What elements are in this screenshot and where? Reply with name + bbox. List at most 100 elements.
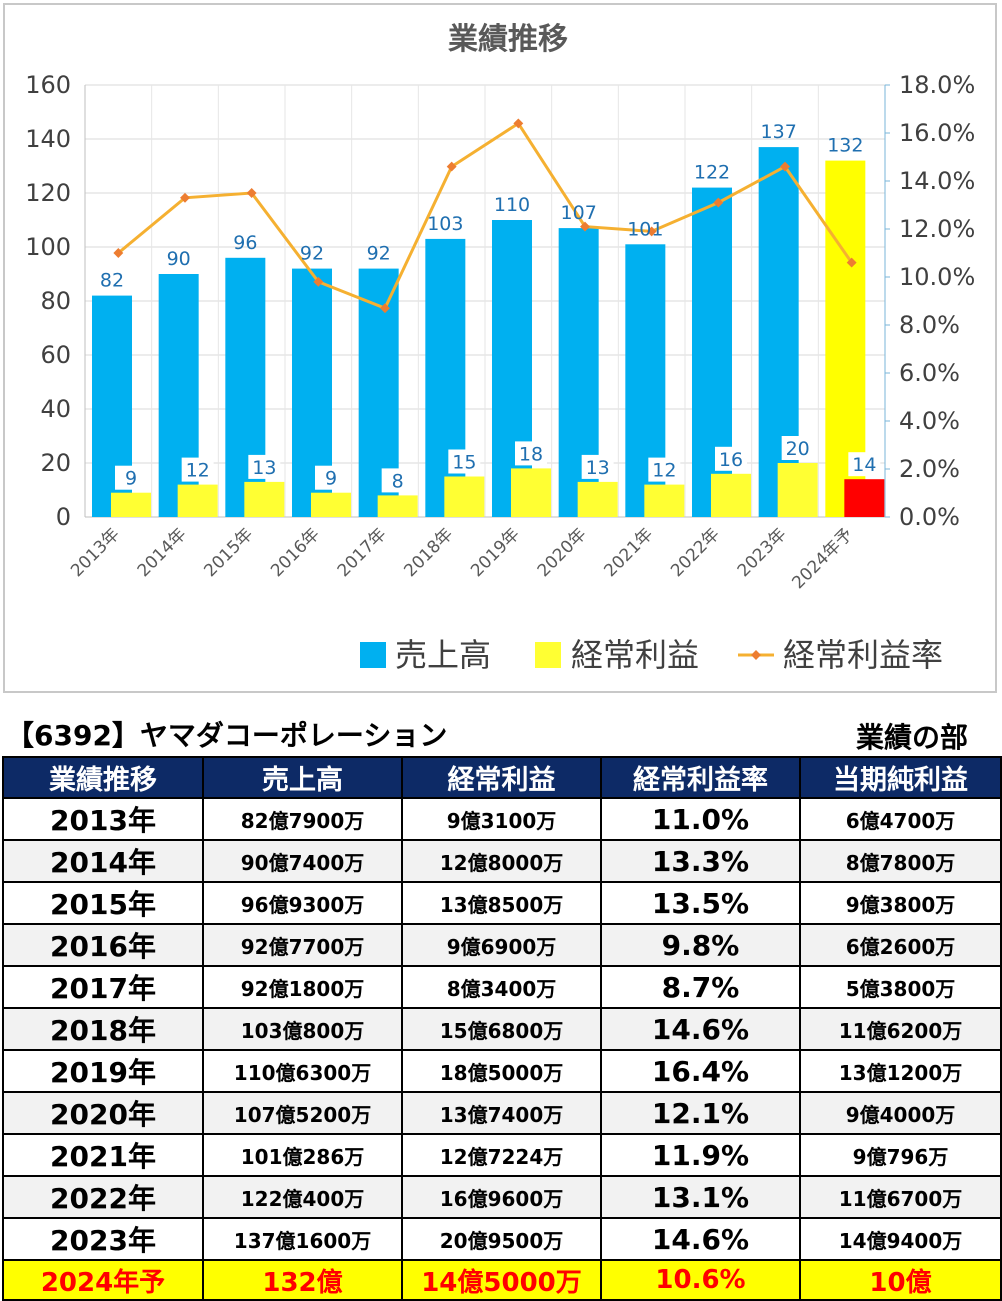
- sales-data-label: 132: [827, 135, 863, 157]
- profit-data-label: 18: [519, 443, 543, 465]
- sales-data-label: 103: [427, 213, 463, 235]
- table-row: 2015年 96億9300万 13億8500万 13.5% 9億3800万: [2, 881, 1002, 925]
- chart-title: 業績推移: [448, 22, 568, 57]
- table-cell: 8.7%: [600, 965, 801, 1009]
- table-cell: 12.1%: [600, 1091, 801, 1135]
- table-cell: 110億6300万: [202, 1049, 403, 1093]
- sales-bar: [425, 238, 466, 517]
- profit-label-bg: [248, 454, 281, 479]
- legend-swatch-profit: [535, 642, 561, 668]
- x-tick-label: 2021年: [600, 524, 657, 581]
- table-cell: 13億1200万: [799, 1049, 1002, 1093]
- table-cell: 11.0%: [600, 797, 801, 841]
- table-cell: 5億3800万: [799, 965, 1002, 1009]
- sales-data-label: 82: [100, 270, 124, 292]
- legend-label-sales: 売上高: [395, 636, 491, 674]
- legend-label-ratio: 経常利益率: [783, 636, 943, 674]
- header-cell: 経常利益: [401, 756, 602, 799]
- profit-bar: [711, 473, 751, 517]
- ratio-point: [113, 248, 124, 258]
- forecast-cell: 132億: [202, 1259, 403, 1301]
- table-cell: 6億4700万: [799, 797, 1002, 841]
- sales-bar: [492, 220, 532, 517]
- table-cell: 11.9%: [600, 1133, 801, 1177]
- ratio-point: [646, 226, 657, 237]
- table-cell: 9億3100万: [401, 797, 602, 841]
- table-cell: 2019年: [2, 1049, 204, 1093]
- table-cell: 13.3%: [600, 839, 801, 883]
- profit-bar: [244, 481, 285, 517]
- table-cell: 8億3400万: [401, 965, 602, 1009]
- table-cell: 2017年: [2, 965, 204, 1009]
- table-cell: 16億9600万: [401, 1175, 602, 1219]
- y-left-tick-label: 20: [40, 449, 71, 477]
- sales-bar: [758, 147, 799, 517]
- table-cell: 12億8000万: [401, 839, 602, 883]
- profit-data-label: 15: [452, 452, 476, 474]
- ratio-point: [380, 303, 390, 314]
- profit-bar: [377, 495, 418, 517]
- company-name: 【6392】ヤマダコーポレーション: [6, 719, 448, 752]
- sales-data-label: 96: [233, 232, 257, 254]
- forecast-row: 2024年予 132億 14億5000万 10.6% 10億: [2, 1259, 1002, 1301]
- y-right-tick-label: 2.0%: [899, 455, 960, 483]
- table-cell: 13.5%: [600, 881, 801, 925]
- profit-label-bg: [115, 465, 147, 490]
- table-row: 2023年 137億1600万 20億9500万 14.6% 14億9400万: [2, 1217, 1002, 1261]
- forecast-cell: 14億5000万: [401, 1259, 602, 1301]
- table-cell: 2014年: [2, 839, 204, 883]
- table-cell: 11億6200万: [799, 1007, 1002, 1051]
- y-right-tick-label: 18.0%: [899, 71, 975, 99]
- table-cell: 9億6900万: [401, 923, 602, 967]
- profit-label-bg: [648, 457, 681, 482]
- profit-label-bg: [381, 468, 414, 493]
- ratio-line-path: [117, 121, 853, 311]
- header-cell: 業績推移: [2, 756, 204, 799]
- x-tick-label: 2014年: [134, 524, 191, 581]
- profit-label-bg: [448, 449, 481, 474]
- sales-data-label: 101: [627, 218, 663, 240]
- performance-table: 業績推移 売上高 経常利益 経常利益率 当期純利益 2013年 82億7900万 9…: [2, 756, 1002, 1301]
- y-left-tick-label: 140: [25, 125, 71, 153]
- table-cell: 82億7900万: [202, 797, 403, 841]
- profit-data-label: 9: [125, 468, 137, 490]
- table-cell: 2020年: [2, 1091, 204, 1135]
- profit-data-label: 8: [392, 470, 404, 492]
- header-cell: 売上高: [202, 756, 403, 799]
- profit-label-bg: [848, 452, 881, 477]
- profit-label-bg: [515, 441, 547, 466]
- forecast-cell: 2024年予: [2, 1259, 204, 1301]
- table-cell: 9億4000万: [799, 1091, 1002, 1135]
- profit-bar: [311, 492, 351, 517]
- profit-bar: [511, 468, 551, 517]
- legend-label-profit: 経常利益: [571, 636, 699, 674]
- sales-data-label: 92: [367, 243, 391, 265]
- table-row: 2018年 103億800万 15億6800万 14.6% 11億6200万: [2, 1007, 1002, 1051]
- ratio-point: [780, 161, 790, 172]
- y-left-tick-label: 40: [40, 395, 71, 423]
- ratio-point: [713, 197, 724, 208]
- table-row: 2014年 90億7400万 12億8000万 13.3% 8億7800万: [2, 839, 1002, 883]
- sales-data-label: 107: [561, 202, 597, 224]
- legend-swatch-ratio-marker: [751, 650, 761, 660]
- table-row: 2017年 92億1800万 8億3400万 8.7% 5億3800万: [2, 965, 1002, 1009]
- table-cell: 14.6%: [600, 1217, 801, 1261]
- y-left-tick-label: 120: [25, 179, 71, 207]
- sales-data-label: 90: [167, 248, 191, 270]
- table-cell: 90億7400万: [202, 839, 403, 883]
- table-cell: 92億7700万: [202, 923, 403, 967]
- y-right-tick-label: 14.0%: [899, 167, 975, 195]
- profit-label-bg: [781, 436, 814, 460]
- ratio-line: [113, 118, 857, 314]
- profit-bar: [644, 484, 685, 517]
- profit-bar: [111, 492, 151, 517]
- x-tick-label: 2013年: [67, 524, 124, 581]
- x-tick-label: 2024年予: [788, 524, 857, 593]
- table-row: 2021年 101億286万 12億7224万 11.9% 9億796万: [2, 1133, 1002, 1177]
- table-cell: 13.1%: [600, 1175, 801, 1219]
- table-cell: 137億1600万: [202, 1217, 403, 1261]
- profit-data-label: 14: [852, 454, 876, 476]
- legend-swatch-sales: [360, 642, 386, 668]
- table-cell: 9億3800万: [799, 881, 1002, 925]
- table-cell: 2018年: [2, 1007, 204, 1051]
